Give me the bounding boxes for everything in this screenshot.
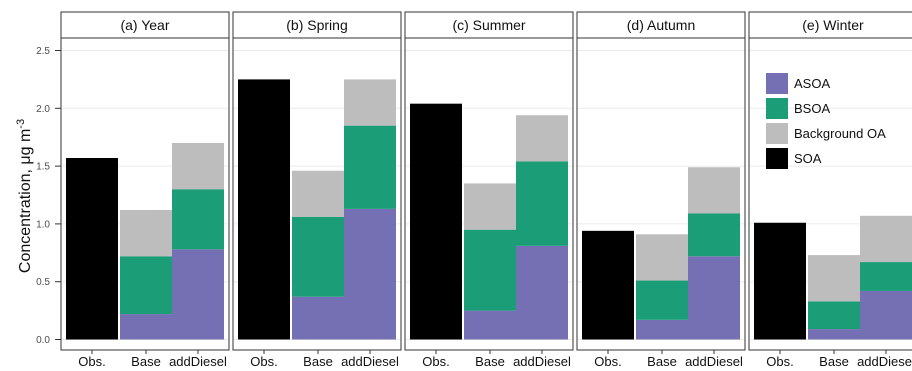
y-tick-label: 1.0	[36, 219, 50, 230]
bar-segment-bsoa	[516, 161, 568, 246]
bar-segment-background-oa	[808, 255, 860, 302]
y-tick-label: 2.0	[36, 104, 50, 115]
bar-segment-bsoa	[860, 262, 912, 291]
facet-border	[232, 37, 402, 351]
bar-segment-asoa	[808, 329, 860, 340]
y-axis-label-superscript: -3	[15, 119, 27, 129]
facet-title: (b) Spring	[286, 17, 347, 33]
x-tick-label: Obs.	[422, 354, 449, 369]
bar-segment-asoa	[120, 314, 172, 340]
facet-title: (a) Year	[120, 17, 169, 33]
bar-segment-bsoa	[292, 216, 344, 297]
bar-segment-asoa	[636, 319, 688, 340]
bar-segment-bsoa	[464, 229, 516, 311]
legend-key-soa	[766, 148, 788, 169]
bar-segment-background-oa	[172, 142, 224, 190]
bar-segment-asoa	[344, 208, 396, 340]
legend-label: SOA	[794, 151, 822, 166]
facet-panel: (b) Spring Obs. Base addDiesel	[232, 11, 402, 369]
facet-border	[748, 37, 912, 351]
x-tick-label: Obs.	[250, 354, 277, 369]
facet-title: (e) Winter	[802, 17, 864, 33]
bar-segment-background-oa	[344, 79, 396, 126]
x-tick-label: Base	[131, 354, 161, 369]
x-tick-label: addDiesel	[857, 354, 912, 369]
x-tick-label: addDiesel	[513, 354, 571, 369]
bar-segment-bsoa	[172, 189, 224, 250]
x-tick-label: Obs.	[594, 354, 621, 369]
facet-title: (d) Autumn	[627, 17, 695, 33]
legend-key-asoa	[766, 73, 788, 94]
bar-segment-soa	[410, 103, 462, 340]
bar-segment-background-oa	[120, 210, 172, 257]
facet-panel: (c) Summer Obs. Base addDiesel	[404, 11, 574, 369]
bar-segment-asoa	[464, 310, 516, 340]
legend-label: Background OA	[794, 126, 886, 141]
facet-border	[404, 37, 574, 351]
bar-segment-soa	[582, 230, 634, 340]
bar-segment-bsoa	[688, 213, 740, 257]
facet-strip	[232, 11, 402, 39]
bar-segment-asoa	[688, 256, 740, 340]
bar-segment-bsoa	[808, 301, 860, 330]
y-axis-label: Concentration, μg m-3	[15, 119, 34, 273]
bar-segment-background-oa	[516, 115, 568, 162]
x-tick-label: addDiesel	[169, 354, 227, 369]
y-tick-label: 2.5	[36, 46, 50, 57]
bar-segment-background-oa	[464, 183, 516, 230]
bar-segment-bsoa	[344, 125, 396, 209]
bar-segment-asoa	[516, 245, 568, 340]
bar-segment-background-oa	[688, 167, 740, 214]
facet-strip	[576, 11, 746, 39]
bar-segment-background-oa	[860, 215, 912, 263]
bar-segment-soa	[754, 222, 806, 340]
y-axis-title: Concentration, μg m-3	[15, 119, 34, 273]
bar-segment-asoa	[172, 249, 224, 340]
x-tick-label: Base	[303, 354, 333, 369]
bar-segment-bsoa	[636, 280, 688, 320]
bar-segment-bsoa	[120, 256, 172, 315]
y-tick-label: 0.5	[36, 277, 50, 288]
legend: ASOA BSOA Background OA SOA	[766, 73, 886, 169]
x-tick-label: Base	[647, 354, 677, 369]
facet-strip	[748, 11, 912, 39]
x-tick-label: addDiesel	[685, 354, 743, 369]
bar-segment-background-oa	[636, 234, 688, 281]
facet-panels: (a) Year Obs. Base addDiesel (b) Spring Obs. B…	[60, 11, 912, 369]
facet-panel: (e) Winter Obs. Base addDiesel	[748, 11, 912, 369]
facet-border	[60, 37, 230, 351]
legend-key-bsoa	[766, 98, 788, 119]
y-axis-label-main: Concentration, μg m	[17, 129, 34, 273]
y-tick-label: 1.5	[36, 162, 50, 173]
y-tick-label: 0.0	[36, 335, 50, 346]
x-tick-label: Obs.	[78, 354, 105, 369]
bar-segment-background-oa	[292, 170, 344, 217]
facet-panel: (a) Year Obs. Base addDiesel	[60, 11, 230, 369]
facet-panel: (d) Autumn Obs. Base addDiesel	[576, 11, 746, 369]
legend-key-background-oa	[766, 123, 788, 144]
x-tick-label: addDiesel	[341, 354, 399, 369]
y-axis: 0.0 0.5 1.0 1.5 2.0 2.5	[36, 46, 61, 346]
facet-border	[576, 37, 746, 351]
bar-segment-asoa	[860, 290, 912, 340]
facet-strip	[404, 11, 574, 39]
facet-title: (c) Summer	[452, 17, 525, 33]
bar-segment-asoa	[292, 296, 344, 340]
bar-segment-soa	[238, 79, 290, 340]
legend-label: ASOA	[794, 76, 830, 91]
x-tick-label: Base	[475, 354, 505, 369]
bar-segment-soa	[66, 158, 118, 340]
legend-label: BSOA	[794, 101, 830, 116]
x-tick-label: Base	[819, 354, 849, 369]
x-tick-label: Obs.	[766, 354, 793, 369]
